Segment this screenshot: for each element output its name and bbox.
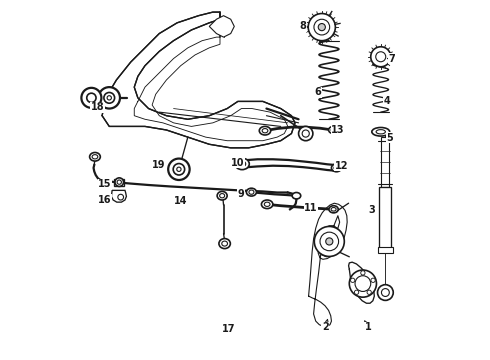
Text: 5: 5	[386, 133, 393, 143]
Circle shape	[177, 167, 181, 171]
Ellipse shape	[329, 206, 338, 213]
Ellipse shape	[262, 129, 268, 133]
Text: 6: 6	[315, 87, 321, 98]
Ellipse shape	[90, 153, 100, 161]
Polygon shape	[381, 137, 389, 187]
Text: 12: 12	[335, 161, 348, 171]
Text: 1: 1	[365, 322, 371, 332]
Circle shape	[298, 126, 313, 141]
Ellipse shape	[372, 127, 390, 136]
Ellipse shape	[292, 193, 301, 199]
Polygon shape	[379, 187, 391, 251]
Circle shape	[318, 23, 325, 31]
Ellipse shape	[217, 192, 227, 200]
Polygon shape	[309, 203, 347, 327]
Circle shape	[104, 93, 115, 103]
Circle shape	[354, 290, 359, 294]
Circle shape	[308, 14, 335, 41]
Polygon shape	[209, 16, 234, 37]
Circle shape	[314, 226, 344, 256]
Circle shape	[367, 290, 371, 294]
Text: 13: 13	[331, 125, 344, 135]
Ellipse shape	[235, 158, 249, 170]
Ellipse shape	[376, 130, 386, 134]
Circle shape	[371, 278, 375, 283]
Ellipse shape	[246, 188, 256, 196]
Polygon shape	[102, 12, 295, 148]
Ellipse shape	[249, 190, 254, 194]
Circle shape	[81, 88, 101, 108]
Ellipse shape	[264, 202, 270, 206]
Circle shape	[117, 180, 122, 184]
Ellipse shape	[331, 128, 336, 132]
Circle shape	[168, 158, 190, 180]
Polygon shape	[377, 247, 392, 253]
Text: 17: 17	[222, 324, 236, 334]
Text: 16: 16	[98, 195, 112, 204]
Circle shape	[377, 285, 393, 300]
Polygon shape	[114, 179, 124, 186]
Circle shape	[349, 270, 376, 297]
Circle shape	[118, 194, 123, 200]
Ellipse shape	[331, 164, 342, 172]
Circle shape	[320, 232, 339, 251]
Circle shape	[361, 271, 365, 275]
Circle shape	[302, 130, 309, 137]
Ellipse shape	[331, 207, 336, 211]
Circle shape	[326, 238, 333, 245]
Circle shape	[115, 178, 123, 186]
Polygon shape	[111, 190, 126, 202]
Circle shape	[107, 96, 111, 100]
Text: 4: 4	[384, 96, 391, 107]
Circle shape	[98, 87, 120, 109]
Ellipse shape	[219, 239, 230, 249]
Text: 18: 18	[91, 102, 105, 112]
Ellipse shape	[92, 155, 98, 159]
Text: 15: 15	[98, 179, 112, 189]
Text: 14: 14	[174, 197, 188, 206]
Ellipse shape	[329, 126, 339, 134]
Circle shape	[355, 276, 371, 292]
Circle shape	[376, 52, 386, 62]
Text: 2: 2	[322, 322, 329, 332]
Circle shape	[381, 289, 390, 296]
Ellipse shape	[220, 194, 224, 198]
Circle shape	[173, 163, 185, 175]
Text: 11: 11	[304, 203, 318, 213]
Polygon shape	[348, 262, 374, 303]
Ellipse shape	[262, 200, 273, 208]
Ellipse shape	[259, 126, 270, 135]
Text: 9: 9	[237, 189, 244, 199]
Text: 7: 7	[389, 54, 395, 64]
Circle shape	[350, 278, 355, 283]
Ellipse shape	[334, 166, 339, 170]
Text: 19: 19	[152, 160, 165, 170]
Text: 10: 10	[231, 158, 245, 168]
Text: 8: 8	[299, 21, 306, 31]
Circle shape	[87, 93, 96, 103]
Circle shape	[314, 19, 330, 35]
Ellipse shape	[222, 241, 227, 246]
Circle shape	[371, 47, 391, 67]
Ellipse shape	[239, 161, 245, 167]
Text: 3: 3	[369, 205, 375, 215]
